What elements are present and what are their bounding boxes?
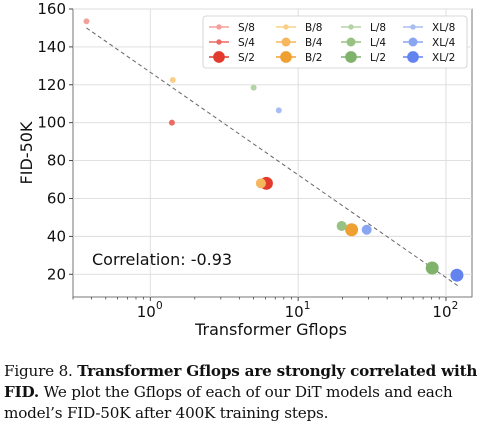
data-point-l-8 [250,84,257,91]
y-tick-label: 120 [37,76,66,94]
legend-marker [283,24,289,30]
y-tick-label: 80 [47,152,66,170]
data-point-s-4 [168,119,175,126]
legend-marker [410,24,416,30]
legend-label: S/2 [238,52,255,64]
y-tick-label: 100 [37,114,66,132]
data-point-xl-4 [361,224,372,235]
caption-prefix: Figure 8. [4,362,78,380]
legend-label: XL/8 [432,22,455,34]
legend-marker [408,37,418,47]
legend-label: XL/4 [432,37,456,49]
legend-label: B/8 [305,22,322,34]
legend-label: L/4 [370,37,386,49]
x-axis-label: Transformer Gflops [194,320,347,339]
x-tick-label: 10 [137,303,156,321]
caption-title: Transformer Gflops are strongly correlat… [4,362,478,401]
x-tick-label: 10 [432,303,451,321]
data-point-b-4 [255,178,266,189]
y-tick-label: 160 [37,0,66,18]
data-point-b-8 [169,77,176,84]
legend-marker [346,37,356,47]
caption-body: We plot the Gflops of each of our DiT mo… [4,383,453,422]
y-tick-label: 140 [37,38,66,56]
x-tick-label: 10 [285,303,304,321]
data-points [83,18,464,282]
y-tick-label: 60 [47,189,66,207]
x-axis-ticks: 10 0 10 1 10 2 [72,297,459,321]
legend-marker [407,51,419,63]
legend-marker [213,51,225,63]
legend: S/8 S/4 S/2 B/8 B/4 B/2 L/8 L/4 L/2 XL/8 XL/4 XL/2 [202,15,468,69]
data-point-l-4 [336,220,347,231]
x-tick-exponent: 0 [156,300,163,312]
legend-marker [216,39,222,45]
legend-marker [280,51,292,63]
legend-box [202,15,468,69]
data-point-l-2 [425,261,439,275]
trend-line [86,27,458,287]
legend-marker [216,24,222,30]
figure-caption: Figure 8. Transformer Gflops are strongl… [4,361,480,424]
legend-label: L/8 [370,22,386,34]
x-tick-exponent: 1 [304,300,311,312]
legend-label: B/2 [305,52,322,64]
legend-label: B/4 [305,37,323,49]
data-point-s-8 [83,18,90,25]
legend-label: S/8 [238,22,255,34]
data-point-xl-2 [450,268,464,282]
correlation-annotation: Correlation: -0.93 [92,250,232,269]
y-tick-label: 20 [47,265,66,283]
y-axis-ticks: 20 40 60 80 100 120 140 160 [37,0,73,283]
legend-label: S/4 [238,37,255,49]
data-point-xl-8 [275,107,282,114]
x-tick-exponent: 2 [452,300,459,312]
legend-label: XL/2 [432,52,455,64]
y-tick-label: 40 [47,227,66,245]
legend-marker [345,51,357,63]
y-axis-label: FID-50K [17,121,36,184]
legend-marker [281,37,291,47]
legend-label: L/2 [370,52,386,64]
legend-marker [348,24,354,30]
data-point-b-2 [345,223,359,237]
